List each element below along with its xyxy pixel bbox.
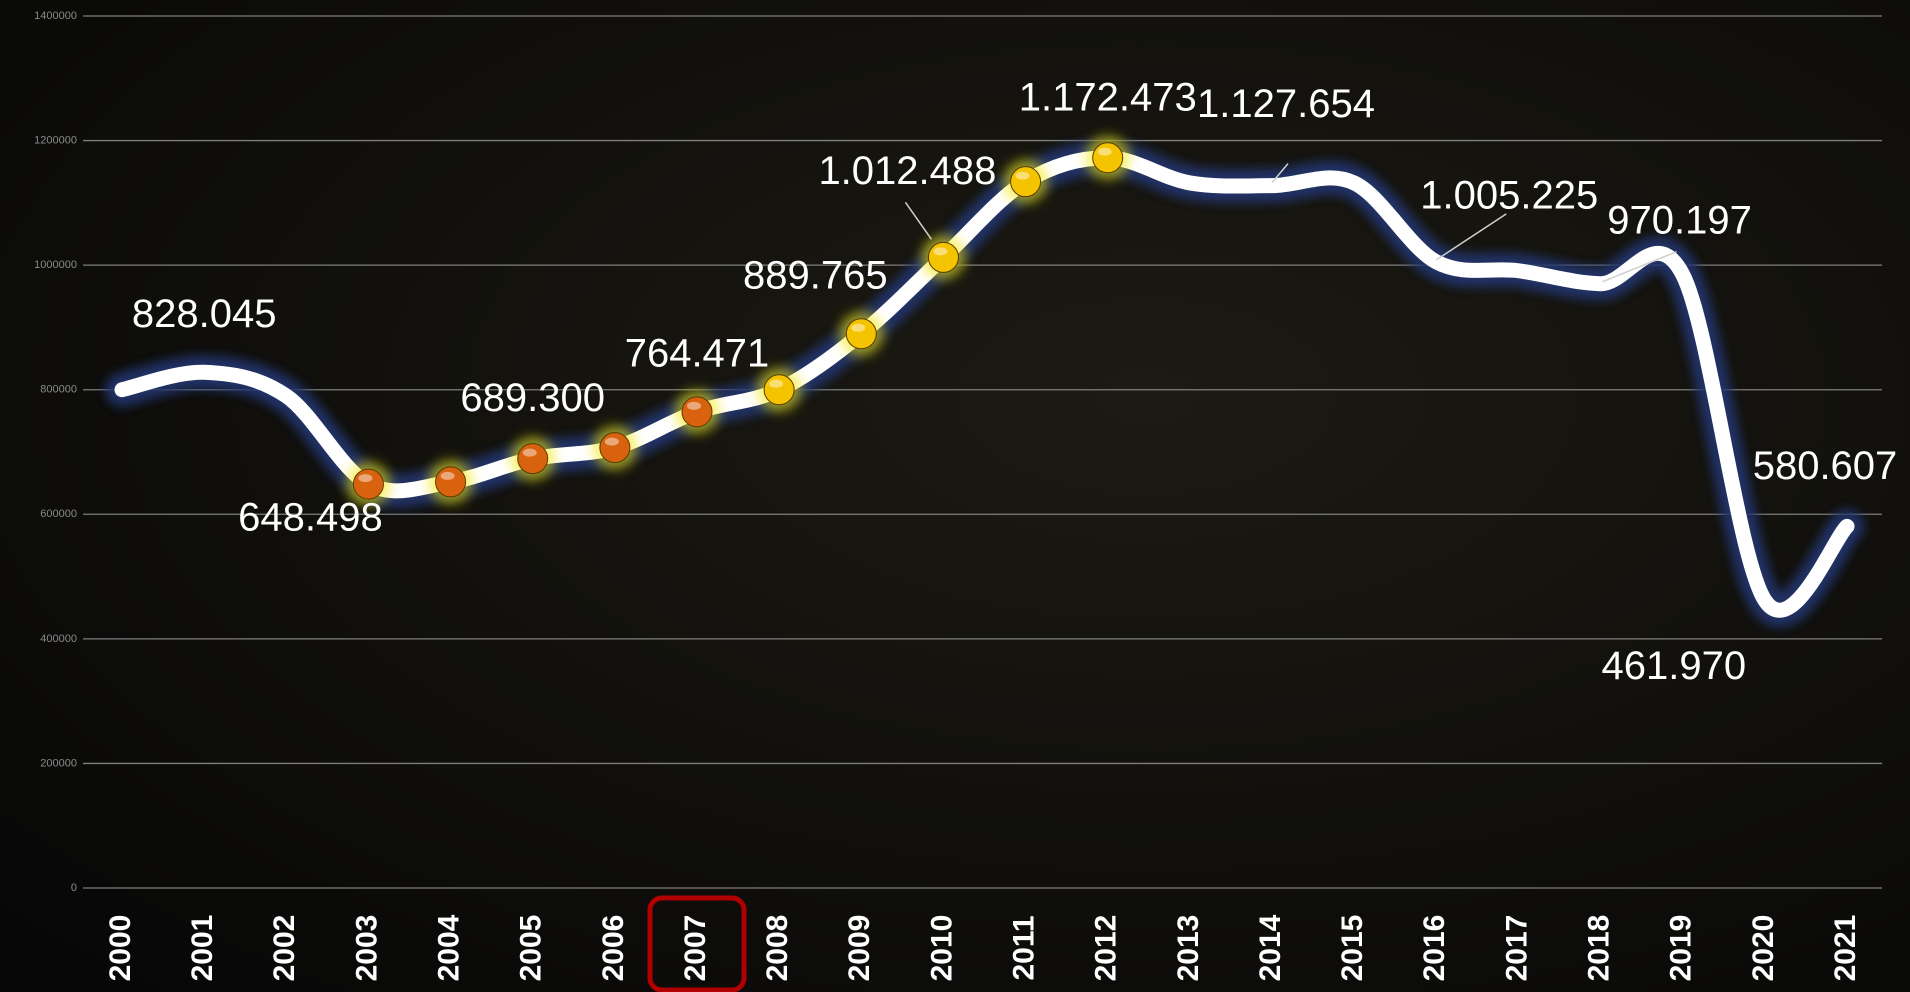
value-label: 889.765 (743, 253, 888, 297)
marker-shine (440, 471, 455, 480)
highlight-box (647, 895, 747, 992)
x-tick-label: 2013 (1172, 915, 1205, 982)
value-label: 461.970 (1602, 644, 1747, 688)
marker (517, 443, 549, 475)
x-tick-label: 2019 (1665, 915, 1698, 982)
marker-shine (769, 379, 784, 388)
value-label: 970.197 (1607, 198, 1752, 242)
x-tick-label: 2015 (1336, 915, 1369, 982)
value-label: 828.045 (132, 292, 277, 336)
x-tick-label: 2002 (268, 915, 301, 982)
x-tick-label: 2014 (1254, 914, 1287, 981)
y-tick-label: 400000 (40, 633, 77, 645)
y-tick-label: 800000 (40, 384, 77, 396)
marker (927, 241, 959, 273)
marker-shine (358, 474, 373, 483)
line-layer (105, 135, 1864, 627)
y-tick-label: 0 (71, 882, 77, 894)
x-tick-label: 2018 (1582, 915, 1615, 982)
marker (599, 432, 631, 464)
x-tick-label: 2011 (1007, 915, 1040, 980)
label-layer: 2000 2001 2002 2003 2004 2005 2006 2007 2008 2009… (104, 75, 1898, 992)
marker (681, 396, 713, 428)
x-tick-label: 2007 (679, 915, 712, 982)
value-label: 764.471 (625, 331, 770, 375)
x-tick-label: 2006 (597, 915, 630, 982)
marker (763, 374, 795, 406)
value-label: 1.172.473 (1019, 75, 1197, 119)
value-label: 1.012.488 (818, 149, 996, 193)
marker-shine (851, 323, 866, 332)
y-tick-label: 600000 (40, 508, 77, 520)
marker (1092, 142, 1124, 174)
marker (1010, 166, 1042, 198)
x-tick-label: 2003 (350, 915, 383, 982)
marker-shine (933, 247, 948, 256)
x-tick-label: 2020 (1747, 915, 1780, 982)
x-tick-label: 2000 (104, 915, 137, 982)
x-tick-label: 2010 (925, 915, 958, 982)
leader-line (1271, 163, 1289, 184)
x-tick-label: 2008 (761, 915, 794, 982)
marker (435, 466, 467, 498)
x-tick-label: 2021 (1829, 915, 1862, 982)
y-tick-label: 1200000 (34, 134, 77, 146)
marker-shine (1015, 171, 1030, 180)
marker-shine (1097, 147, 1112, 156)
marker-shine (687, 401, 701, 410)
value-label: 689.300 (460, 376, 605, 420)
y-tick-label: 200000 (40, 757, 77, 769)
y-tick-label: 1400000 (34, 10, 77, 22)
value-label: 1.127.654 (1197, 82, 1375, 126)
marker (845, 318, 877, 350)
x-tick-label: 2012 (1090, 915, 1123, 982)
leader-line (1602, 251, 1677, 283)
x-tick-label: 2009 (843, 915, 876, 982)
marker-shine (604, 437, 619, 446)
x-tick-label: 2004 (432, 914, 465, 981)
x-tick-label: 2005 (515, 915, 548, 982)
marker (352, 468, 384, 500)
x-tick-label: 2016 (1418, 915, 1451, 982)
value-label: 580.607 (1753, 444, 1898, 488)
value-label: 648.498 (238, 496, 383, 540)
leader-line (904, 201, 933, 240)
marker-shine (522, 448, 537, 457)
value-label: 1.005.225 (1420, 173, 1598, 217)
x-tick-label: 2017 (1500, 915, 1533, 982)
y-tick-label: 1000000 (34, 259, 77, 271)
x-tick-label: 2001 (186, 915, 219, 982)
leader-line (1435, 213, 1507, 261)
